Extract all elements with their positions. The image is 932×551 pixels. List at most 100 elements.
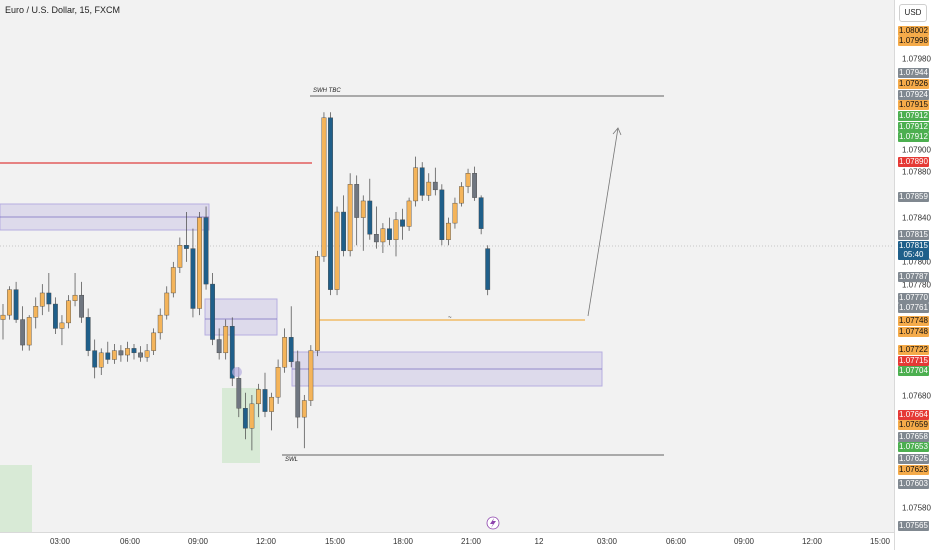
price-tag: 1.07761	[898, 303, 929, 313]
candle-body	[46, 292, 52, 305]
candle-body	[151, 332, 157, 351]
price-tag: 1.07915	[898, 100, 929, 110]
candle-body	[478, 197, 484, 229]
candle-body	[190, 248, 196, 309]
candle-body	[465, 173, 471, 187]
candle-body	[400, 219, 405, 227]
candle-body	[387, 228, 392, 240]
chart-plot-area[interactable]	[0, 0, 894, 532]
time-axis[interactable]	[0, 532, 894, 551]
candle-body	[164, 292, 170, 316]
x-tick-label: 12:00	[255, 537, 277, 546]
projection-arrow-head	[612, 127, 622, 136]
price-tag: 1.07770	[898, 293, 929, 303]
price-tag: 1.07704	[898, 366, 929, 376]
candle-body	[72, 294, 78, 301]
candle-body	[406, 200, 412, 227]
candle-body	[275, 367, 281, 398]
price-tag: 1.07748	[898, 316, 929, 326]
candle-body	[446, 222, 451, 240]
price-tag: 1.07912	[898, 132, 929, 142]
currency-button[interactable]: USD	[899, 4, 927, 22]
candle-body	[393, 219, 399, 240]
price-tag: 1.07926	[898, 79, 929, 89]
candle-body	[26, 317, 32, 346]
x-tick-label: 06:00	[119, 537, 141, 546]
price-tag: 1.07924	[898, 90, 929, 100]
candle-body	[197, 217, 202, 309]
candle-body	[360, 200, 366, 218]
price-tag: 1.08002	[898, 26, 929, 36]
candle-body	[105, 352, 111, 360]
entry-marker	[232, 367, 242, 377]
candle-body	[452, 202, 458, 224]
candle-body	[7, 289, 12, 316]
price-tag: 1.07659	[898, 420, 929, 430]
candle-body	[203, 217, 209, 285]
candle-body	[295, 361, 301, 418]
candle-body	[210, 283, 215, 340]
candle-body	[98, 352, 104, 368]
candle-body	[59, 322, 65, 329]
candle-body	[341, 211, 346, 252]
candle-body	[144, 350, 150, 358]
price-tag: 1.07664	[898, 410, 929, 420]
price-tag: 1.07653	[898, 442, 929, 452]
candle-body	[472, 173, 477, 198]
candle-body	[334, 211, 340, 290]
candle-body	[85, 317, 91, 351]
price-tag: 1.07787	[898, 272, 929, 282]
y-tick-label: 1.07780	[902, 280, 931, 290]
candle-body	[432, 181, 438, 191]
chart-title: Euro / U.S. Dollar, 15, FXCM	[5, 5, 121, 15]
swh-label: SWH TBC	[313, 88, 341, 94]
candle-body	[256, 389, 261, 405]
supply-zone-mid	[204, 298, 278, 336]
candle-body	[308, 350, 314, 401]
swl-label: SWL	[285, 457, 299, 463]
candle-body	[373, 233, 379, 243]
price-tag: 1.07715	[898, 356, 929, 366]
candle-body	[321, 117, 327, 257]
x-tick-label: 15:00	[869, 537, 891, 546]
y-tick-label: 1.07680	[902, 391, 931, 401]
candle-body	[459, 186, 464, 204]
price-tag: 1.07815	[898, 241, 929, 251]
price-tag: 1.07890	[898, 157, 929, 167]
x-tick-label: 12:00	[801, 537, 823, 546]
x-tick-label: 03:00	[49, 537, 71, 546]
candle-body	[183, 245, 189, 249]
price-tag: 1.07658	[898, 432, 929, 442]
candle-body	[216, 339, 222, 354]
price-tag: 1.07623	[898, 465, 929, 475]
price-tag: 1.07859	[898, 192, 929, 202]
y-tick-label: 1.07980	[902, 54, 931, 64]
candle-body	[170, 267, 176, 294]
candle-body	[53, 303, 58, 329]
range-marker: ~	[448, 315, 452, 321]
y-tick-label: 1.07840	[902, 213, 931, 223]
candle-body	[0, 314, 6, 320]
x-tick-label: 09:00	[733, 537, 755, 546]
y-tick-label: 1.07800	[902, 257, 931, 267]
candle-body	[269, 396, 274, 412]
y-tick-label: 1.07900	[902, 145, 931, 155]
price-tag: 1.07565	[898, 521, 929, 531]
candle-body	[419, 167, 425, 196]
candle-body	[413, 167, 419, 202]
candle-body	[118, 350, 124, 356]
x-tick-label: 21:00	[460, 537, 482, 546]
price-tag: 1.07944	[898, 68, 929, 78]
price-tag: 1.07998	[898, 36, 929, 46]
price-tag: 05:40	[898, 250, 929, 260]
candle-body	[347, 184, 353, 252]
x-tick-label: 06:00	[665, 537, 687, 546]
candle-body	[282, 337, 288, 368]
candle-body	[426, 181, 432, 196]
candle-body	[242, 408, 248, 429]
candle-body	[125, 348, 130, 356]
x-tick-label: 09:00	[187, 537, 209, 546]
candle-body	[138, 352, 143, 358]
candle-body	[229, 326, 235, 379]
